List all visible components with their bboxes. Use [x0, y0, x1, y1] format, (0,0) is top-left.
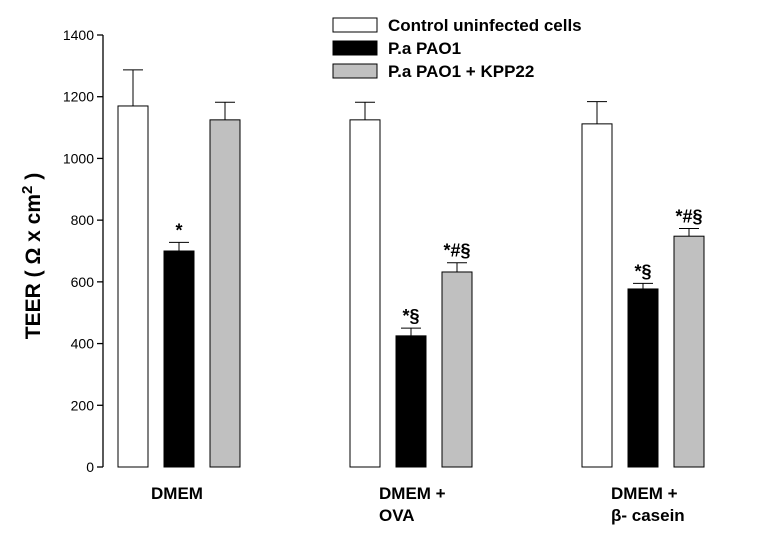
y-tick-label: 600 — [71, 274, 95, 290]
bar — [209, 119, 241, 468]
bar — [117, 105, 149, 468]
legend-label: P.a PAO1 + KPP22 — [388, 62, 534, 81]
bar — [163, 250, 195, 468]
legend-label: Control uninfected cells — [388, 16, 582, 35]
bar — [581, 123, 613, 468]
category-label: DMEM + — [611, 484, 678, 503]
y-tick-label: 200 — [71, 397, 95, 413]
legend-swatch — [332, 40, 378, 56]
significance-mark: *#§ — [443, 241, 470, 261]
y-axis-label: TEER ( Ω x cm2 ) — [19, 173, 45, 339]
y-tick-label: 1400 — [63, 27, 94, 43]
legend-swatch — [332, 17, 378, 33]
significance-mark: *#§ — [675, 206, 702, 226]
legend: Control uninfected cells P.a PAO1 P.a PAO1… — [332, 16, 582, 81]
category-label: OVA — [379, 506, 415, 525]
legend-swatch — [332, 63, 378, 79]
bar — [673, 235, 705, 468]
bar — [627, 288, 659, 468]
y-tick-label: 0 — [86, 459, 94, 475]
y-axis-label-text: TEER ( Ω x cm — [22, 194, 45, 339]
y-tick-label: 800 — [71, 212, 95, 228]
y-tick-label: 400 — [71, 336, 95, 352]
y-axis-title: TEER ( Ω x cm2 ) — [19, 173, 45, 339]
y-axis-label-close: ) — [22, 173, 45, 186]
significance-mark: * — [175, 220, 182, 240]
category-label: DMEM — [151, 484, 203, 503]
bar — [395, 335, 427, 468]
significance-mark: *§ — [634, 261, 651, 281]
bar — [441, 271, 473, 468]
bar — [349, 119, 381, 468]
category-label: DMEM + — [379, 484, 446, 503]
plot-area: 0 200 400 600 800 1000 1200 1400 * *§ *§ *#§ *#§ DMEM… — [63, 27, 705, 525]
category-label: β- casein — [611, 506, 685, 525]
y-tick-label: 1200 — [63, 89, 94, 105]
significance-mark: *§ — [402, 306, 419, 326]
y-axis-label-superscript: 2 — [19, 186, 36, 194]
y-tick-label: 1000 — [63, 150, 94, 166]
legend-label: P.a PAO1 — [388, 39, 461, 58]
